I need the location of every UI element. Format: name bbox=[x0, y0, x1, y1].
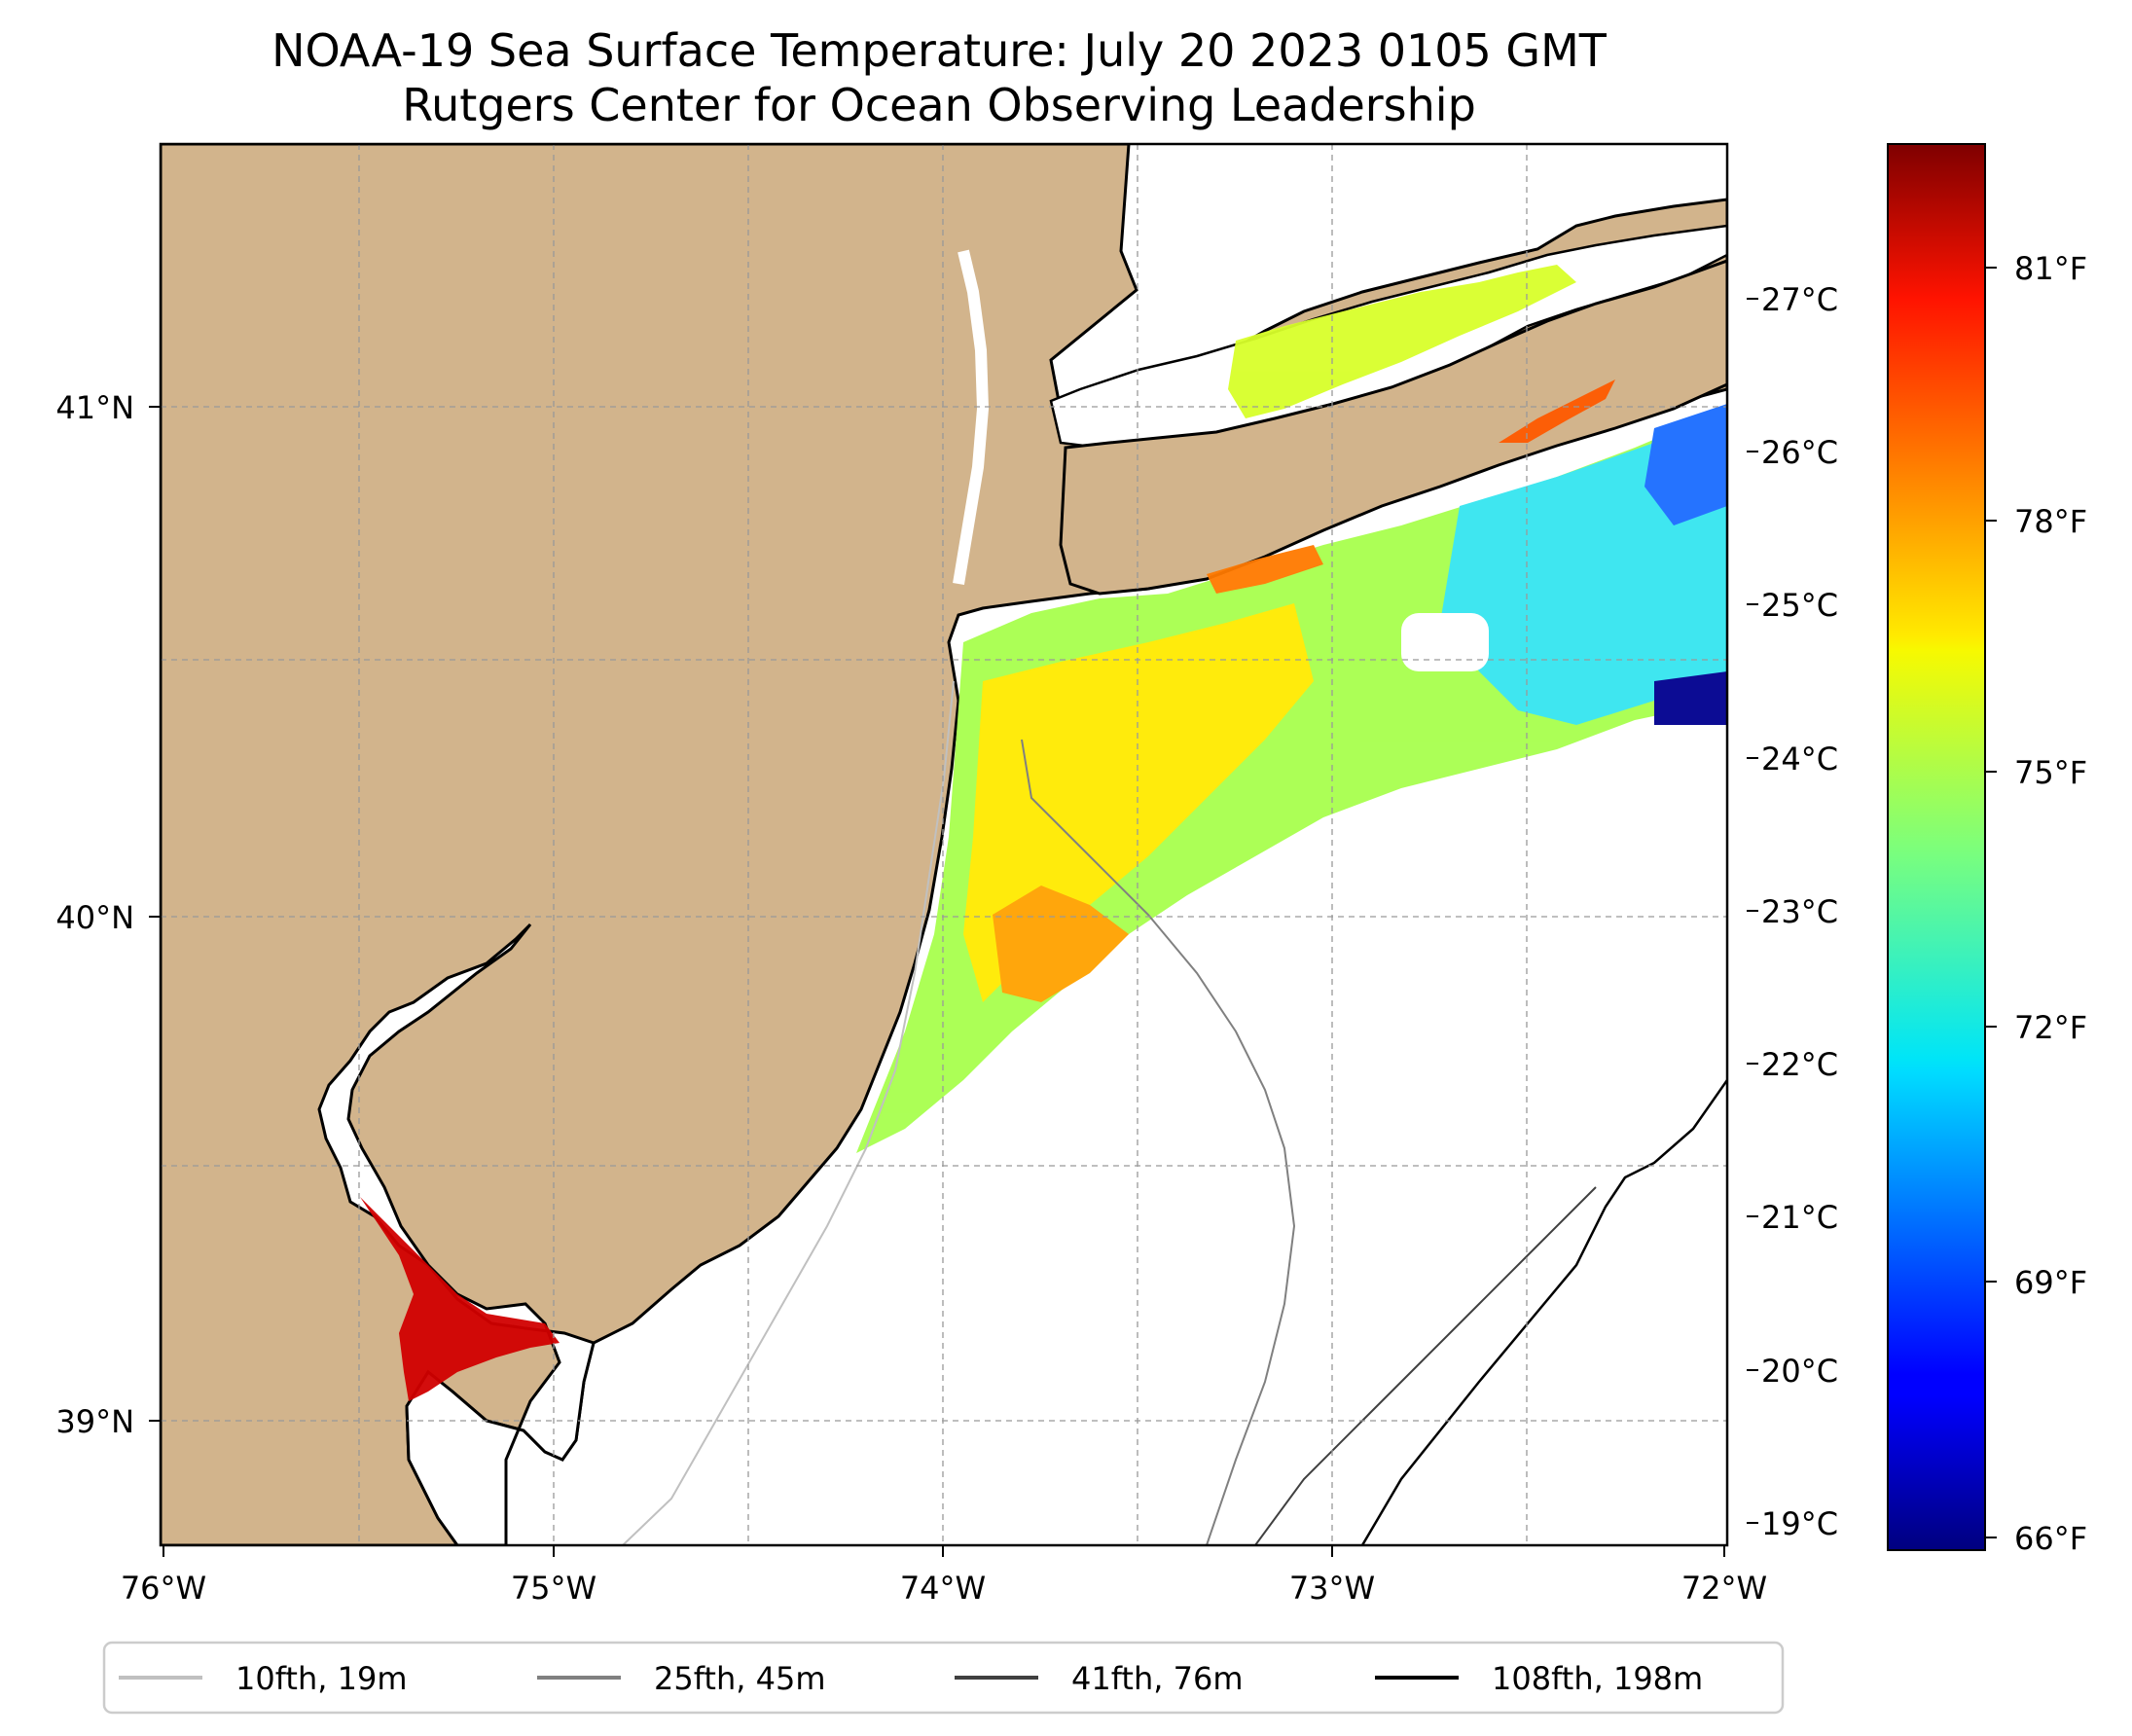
x-tick-label: 72°W bbox=[1681, 1570, 1767, 1607]
y-tick-marks bbox=[149, 406, 161, 1422]
x-tick-label: 75°W bbox=[511, 1570, 596, 1607]
colorbar-tick-label: 75°F bbox=[2014, 754, 2087, 791]
sst-data-field bbox=[360, 265, 1727, 1401]
sst-warm-southshore bbox=[1207, 545, 1323, 594]
gridlines bbox=[161, 144, 1727, 1545]
colorbar-tick-marks bbox=[1985, 267, 1997, 1538]
isobath-45m bbox=[1021, 739, 1296, 1545]
y-tick-label: 40°N bbox=[55, 899, 134, 936]
celsius-tick-label: 22°C bbox=[1761, 1046, 1838, 1083]
legend-label: 41fth, 76m bbox=[1071, 1660, 1243, 1697]
y-tick-label: 41°N bbox=[55, 389, 134, 426]
long-island bbox=[1059, 259, 1727, 596]
legend-label: 25fth, 45m bbox=[654, 1660, 825, 1697]
sst-darkblue-corner bbox=[1654, 671, 1727, 725]
x-tick-label: 73°W bbox=[1289, 1570, 1375, 1607]
isobath-19m bbox=[622, 680, 955, 1545]
colorbar-tick-label: 66°F bbox=[2014, 1520, 2087, 1557]
celsius-tick-label: 19°C bbox=[1761, 1505, 1838, 1542]
celsius-tick-label: 25°C bbox=[1761, 587, 1838, 624]
legend-label: 10fth, 19m bbox=[235, 1660, 407, 1697]
title-line-1: NOAA-19 Sea Surface Temperature: July 20… bbox=[271, 24, 1608, 77]
celsius-tick-label: 27°C bbox=[1761, 281, 1838, 318]
title-line-2: Rutgers Center for Ocean Observing Leade… bbox=[402, 79, 1476, 131]
celsius-tick-label: 24°C bbox=[1761, 741, 1838, 778]
sst-cold-east bbox=[1644, 404, 1727, 525]
y-tick-label: 39°N bbox=[55, 1403, 134, 1440]
isobath-76m bbox=[1254, 1186, 1597, 1545]
legend-label: 108fth, 198m bbox=[1492, 1660, 1703, 1697]
sst-cloud-gap bbox=[1401, 613, 1489, 671]
celsius-tick-label: 20°C bbox=[1761, 1353, 1838, 1390]
map-panel bbox=[161, 144, 1727, 1545]
hudson-river bbox=[953, 249, 990, 585]
colorbar bbox=[1887, 143, 1986, 1551]
isobath-198m bbox=[1360, 1079, 1727, 1545]
colorbar-tick-label: 72°F bbox=[2014, 1009, 2087, 1046]
x-tick-marks bbox=[163, 1545, 1725, 1557]
colorbar-tick-label: 78°F bbox=[2014, 503, 2087, 540]
celsius-tick-marks bbox=[1747, 298, 1758, 1524]
sst-delaware-bay-hot bbox=[360, 1197, 560, 1401]
x-tick-label: 74°W bbox=[900, 1570, 986, 1607]
celsius-tick-label: 21°C bbox=[1761, 1199, 1838, 1236]
sst-orange-patch bbox=[993, 886, 1129, 1002]
colorbar-tick-label: 81°F bbox=[2014, 250, 2087, 287]
sst-peconic-warm bbox=[1499, 380, 1615, 443]
isobaths bbox=[622, 680, 1727, 1545]
celsius-tick-label: 26°C bbox=[1761, 434, 1838, 471]
sst-sound-patches bbox=[1228, 265, 1576, 418]
legend: 10fth, 19m 25fth, 45m 41fth, 76m 108fth,… bbox=[102, 1641, 1785, 1715]
colorbar-tick-label: 69°F bbox=[2014, 1264, 2087, 1301]
x-tick-label: 76°W bbox=[121, 1570, 206, 1607]
celsius-tick-label: 23°C bbox=[1761, 893, 1838, 930]
legend-box bbox=[102, 1641, 1785, 1715]
